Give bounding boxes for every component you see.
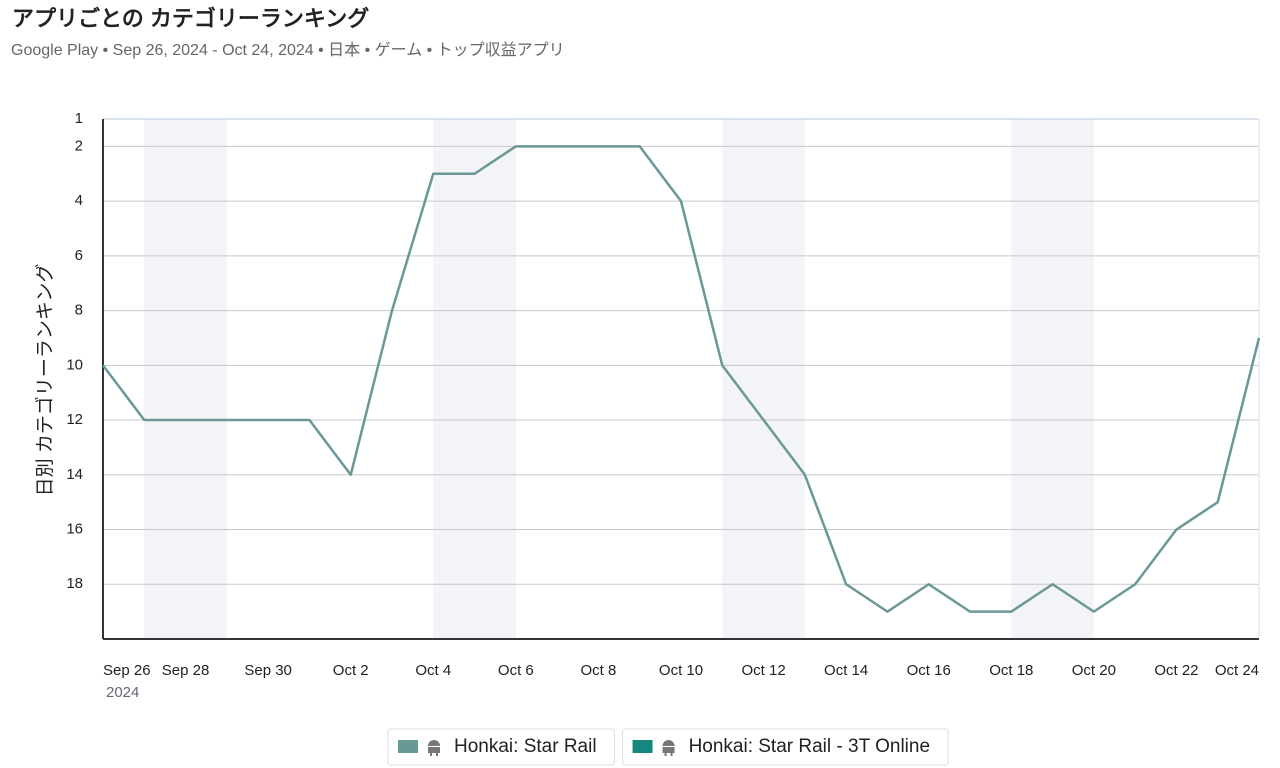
y-tick-label: 2 <box>75 137 83 154</box>
chart-subtitle: Google Play • Sep 26, 2024 - Oct 24, 202… <box>11 41 565 59</box>
legend-box <box>387 728 616 766</box>
x-tick-label: Oct 22 <box>1154 662 1198 679</box>
chart-title: アプリごとの カテゴリーランキング <box>12 6 369 31</box>
y-tick-label: 12 <box>66 411 83 428</box>
x-tick-label: Oct 10 <box>659 662 703 679</box>
legend-box <box>622 728 949 766</box>
android-icon <box>662 740 675 756</box>
x-tick-label: Oct 8 <box>580 662 616 679</box>
x-tick-label: Oct 20 <box>1072 662 1116 679</box>
x-tick-label: Sep 26 <box>103 662 151 679</box>
x-tick-label: Oct 18 <box>989 662 1033 679</box>
weekend-band <box>433 119 516 639</box>
legend-swatch <box>632 740 653 753</box>
x-tick-label: Sep 28 <box>162 662 210 679</box>
y-tick-label: 6 <box>75 247 83 264</box>
legend-label: Honkai: Star Rail <box>454 736 597 757</box>
y-tick-label: 4 <box>75 192 83 209</box>
weekend-band <box>144 119 227 639</box>
y-tick-label: 16 <box>66 520 83 537</box>
series-line <box>102 145 1261 613</box>
x-tick-label: Oct 2 <box>333 662 369 679</box>
x-tick-label: Oct 12 <box>741 662 785 679</box>
android-icon <box>428 740 440 756</box>
x-tick-label: Oct 6 <box>498 662 534 679</box>
weekend-band <box>1011 119 1094 639</box>
x-tick-label: Sep 30 <box>244 662 292 679</box>
legend-item[interactable]: Honkai: Star Rail - 3T Online <box>622 728 949 766</box>
x-tick-label: Oct 24 <box>1215 662 1259 679</box>
y-tick-label: 18 <box>66 575 83 592</box>
x-tick-label: Oct 4 <box>415 662 451 679</box>
y-tick-label: 1 <box>75 110 83 127</box>
legend-swatch <box>398 740 418 753</box>
x-tick-label: Oct 14 <box>824 662 868 679</box>
legend-item[interactable]: Honkai: Star Rail <box>387 728 616 766</box>
y-tick-label: 8 <box>75 302 83 319</box>
y-tick-label: 14 <box>66 466 83 483</box>
weekend-band <box>722 119 805 639</box>
legend-label: Honkai: Star Rail - 3T Online <box>689 736 930 757</box>
y-tick-label: 10 <box>66 356 83 373</box>
x-tick-label: Oct 16 <box>907 662 951 679</box>
x-year-label: 2024 <box>106 684 139 701</box>
y-axis-label: 日別 カテゴリーランキング <box>34 264 56 497</box>
